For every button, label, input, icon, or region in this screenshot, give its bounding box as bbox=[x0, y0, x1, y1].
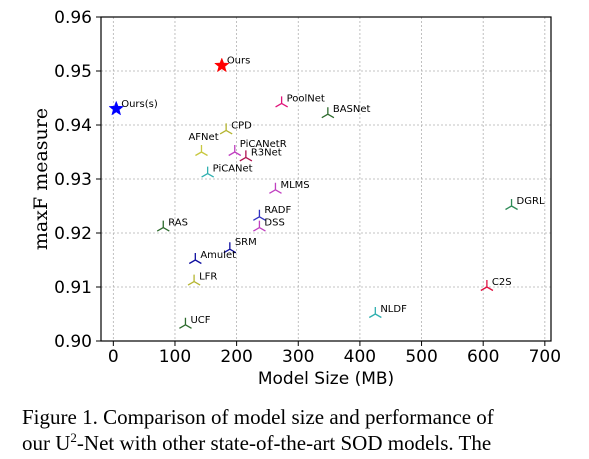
tri-marker bbox=[179, 317, 192, 329]
point-ours: Ours bbox=[214, 56, 251, 73]
x-tick-label: 200 bbox=[220, 347, 252, 367]
tri-marker bbox=[269, 182, 282, 194]
point-label: BASNet bbox=[333, 104, 371, 115]
tri-marker bbox=[156, 220, 170, 232]
tri-marker bbox=[368, 307, 382, 319]
point-label: C2S bbox=[492, 277, 512, 288]
point-label: CPD bbox=[231, 120, 252, 131]
point-lfr: LFR bbox=[187, 272, 217, 286]
point-dgrl: DGRL bbox=[505, 196, 545, 211]
point-label: PiCANetR bbox=[240, 139, 287, 150]
point-picanet: PiCANet bbox=[201, 164, 253, 178]
tri-marker bbox=[505, 199, 518, 211]
y-tick-label: 0.92 bbox=[54, 224, 92, 244]
figure-caption: Figure 1. Comparison of model size and p… bbox=[22, 404, 582, 456]
tri-marker bbox=[239, 150, 253, 162]
point-mlms: MLMS bbox=[269, 180, 310, 194]
tri-marker bbox=[187, 274, 201, 286]
y-tick-label: 0.91 bbox=[54, 278, 92, 298]
point-ours-s: Ours(s) bbox=[108, 99, 158, 116]
point-label: Amulet bbox=[200, 250, 236, 261]
point-label: RADF bbox=[264, 205, 291, 216]
tri-marker bbox=[223, 242, 237, 254]
point-amulet: Amulet bbox=[188, 250, 236, 265]
y-tick-label: 0.96 bbox=[54, 8, 92, 28]
point-label: Ours bbox=[227, 56, 251, 67]
point-label: AFNet bbox=[188, 132, 218, 143]
point-c2s: C2S bbox=[480, 277, 512, 292]
point-label: R3Net bbox=[251, 147, 282, 158]
axis-ticks: 0 100 200 300 400 500 600 700 0.90 0.91 0.92 0.93 0.… bbox=[54, 8, 561, 367]
point-basnet: BASNet bbox=[321, 104, 371, 119]
point-radf: RADF bbox=[253, 205, 292, 221]
y-tick-label: 0.93 bbox=[54, 170, 92, 190]
x-tick-label: 400 bbox=[344, 347, 376, 367]
point-cpd: CPD bbox=[219, 120, 252, 135]
tri-marker bbox=[195, 145, 208, 157]
point-ras: RAS bbox=[156, 218, 188, 232]
tri-marker bbox=[201, 166, 215, 178]
tri-marker bbox=[253, 220, 266, 232]
x-tick-label: 600 bbox=[467, 347, 499, 367]
point-label: UCF bbox=[190, 315, 210, 326]
x-tick-label: 100 bbox=[159, 347, 191, 367]
x-axis-label: Model Size (MB) bbox=[258, 369, 394, 389]
x-tick-label: 0 bbox=[108, 347, 119, 367]
caption-line-1: Figure 1. Comparison of model size and p… bbox=[22, 405, 494, 429]
point-r3net: R3Net bbox=[239, 147, 282, 162]
point-label: NLDF bbox=[380, 304, 407, 315]
tri-marker bbox=[219, 123, 233, 135]
tri-marker bbox=[321, 107, 335, 119]
y-tick-label: 0.94 bbox=[54, 116, 92, 136]
point-label: PiCANet bbox=[213, 164, 253, 175]
tri-marker bbox=[480, 280, 494, 292]
tri-marker bbox=[253, 209, 266, 221]
point-label: MLMS bbox=[280, 180, 309, 191]
point-afnet: AFNet bbox=[188, 132, 219, 157]
caption-line-2: our U2-Net with other state-of-the-art S… bbox=[22, 430, 582, 456]
point-label: SRM bbox=[235, 237, 257, 248]
point-ucf: UCF bbox=[179, 315, 211, 329]
y-tick-label: 0.90 bbox=[54, 332, 92, 352]
x-tick-label: 700 bbox=[529, 347, 561, 367]
star-marker bbox=[214, 57, 230, 73]
point-label: DGRL bbox=[517, 196, 545, 207]
tri-marker bbox=[228, 145, 242, 157]
point-label: LFR bbox=[199, 272, 217, 283]
star-marker bbox=[108, 100, 125, 116]
grid-lines bbox=[101, 16, 551, 342]
point-label: Ours(s) bbox=[121, 99, 158, 110]
caption-superscript: 2 bbox=[70, 430, 77, 445]
point-label: RAS bbox=[168, 218, 188, 229]
x-tick-label: 300 bbox=[282, 347, 314, 367]
point-picanetr: PiCANetR bbox=[228, 139, 287, 157]
x-tick-label: 500 bbox=[405, 347, 437, 367]
tri-marker bbox=[275, 96, 289, 108]
point-label: PoolNet bbox=[287, 93, 325, 104]
point-poolnet: PoolNet bbox=[275, 93, 325, 108]
point-nldf: NLDF bbox=[368, 304, 407, 319]
point-srm: SRM bbox=[223, 237, 257, 254]
caption-line-2-a: our U bbox=[22, 431, 71, 455]
caption-line-2-b: -Net with other state-of-the-art SOD mod… bbox=[76, 431, 492, 455]
y-axis-label: maxF measure bbox=[30, 108, 52, 250]
point-label: DSS bbox=[264, 218, 284, 229]
y-tick-label: 0.95 bbox=[54, 62, 92, 82]
scatter-chart: 0 100 200 300 400 500 600 700 0.90 0.91 0.92 0.93 0.… bbox=[30, 8, 561, 389]
point-dss: DSS bbox=[253, 218, 285, 232]
tri-marker bbox=[188, 253, 202, 265]
